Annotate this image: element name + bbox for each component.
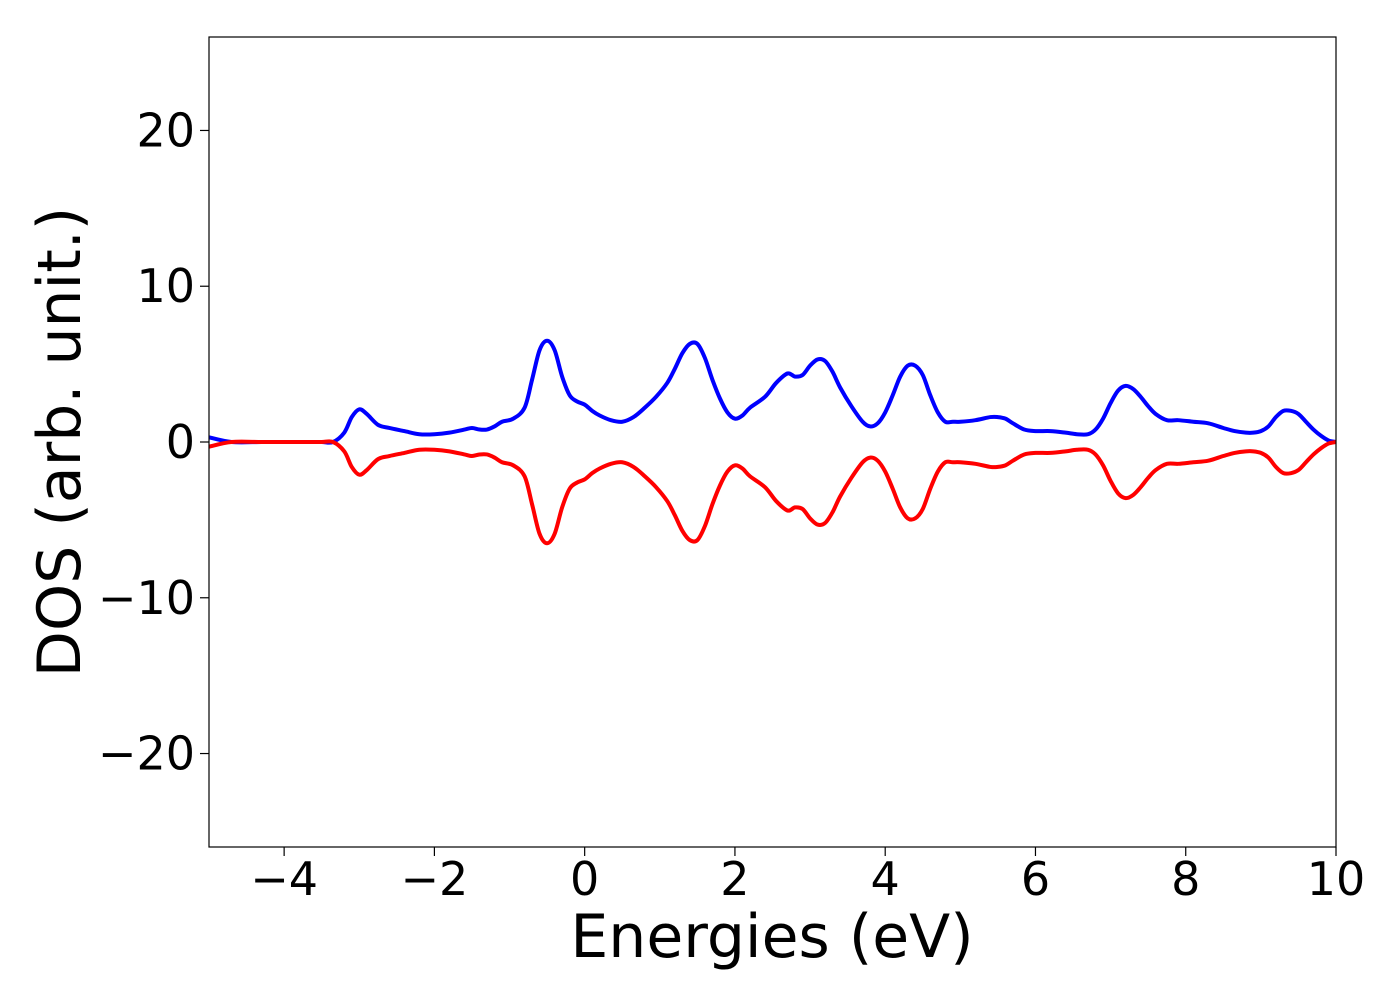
plot-area-frame — [208, 36, 1337, 848]
series-line-2 — [209, 439, 1336, 546]
x-tick-label: −4 — [250, 852, 318, 906]
y-axis-label: DOS (arb. unit.) — [25, 207, 95, 677]
x-tick-label: 0 — [570, 852, 599, 906]
x-tick-label: 6 — [1021, 852, 1050, 906]
x-tick-label: 10 — [1307, 852, 1366, 906]
x-tick-label: 8 — [1171, 852, 1200, 906]
y-tick-label: −10 — [98, 571, 195, 625]
series-layer — [209, 338, 1336, 546]
x-tick-label: −2 — [400, 852, 468, 906]
y-tick-label: 10 — [136, 259, 195, 313]
series-line-1 — [209, 338, 1336, 445]
y-axis-ticks: −20 −10 0 10 20 — [98, 103, 209, 781]
y-tick-label: −20 — [98, 727, 195, 781]
x-tick-label: 4 — [871, 852, 900, 906]
y-tick-label: 0 — [166, 415, 195, 469]
x-axis-label: Energies (eV) — [570, 902, 973, 972]
x-axis-ticks: −4 −2 0 2 4 6 8 10 — [250, 847, 1365, 906]
y-tick-label: 20 — [136, 103, 195, 157]
x-tick-label: 2 — [720, 852, 749, 906]
